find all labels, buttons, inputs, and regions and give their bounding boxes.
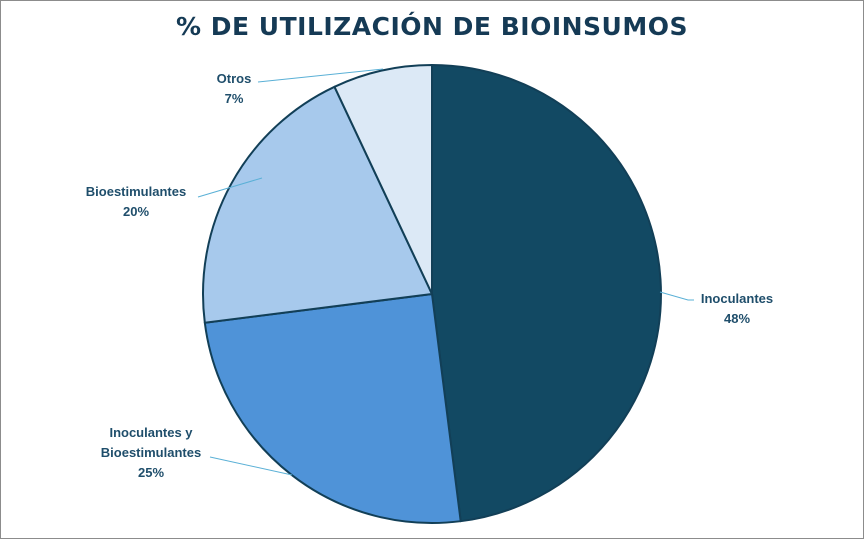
leader-line-otros	[257, 68, 384, 83]
data-labels: Inoculantes 48% Inoculantes y Bioestimulant…	[86, 71, 773, 480]
pie-slice-inoculantes-y-bioestimulantes	[203, 293, 462, 524]
pie-slices	[202, 64, 662, 524]
leader-line-inoculantes-y-bioestimulantes	[209, 456, 293, 476]
data-label-inoculantes: Inoculantes 48%	[701, 291, 773, 326]
data-label-bioestimulantes: Bioestimulantes 20%	[86, 184, 186, 219]
pie-slice-otros	[333, 64, 433, 295]
data-label-otros: Otros 7%	[217, 71, 252, 106]
leader-line-inoculantes	[659, 291, 694, 301]
leader-lines	[197, 68, 694, 476]
leader-line-bioestimulantes	[197, 177, 263, 198]
chart-title: % DE UTILIZACIÓN DE BIOINSUMOS	[176, 12, 688, 41]
pie-slice-inoculantes	[431, 64, 662, 523]
pie-slice-bioestimulantes	[202, 85, 433, 324]
data-label-inoculantes-y-bioestimulantes: Inoculantes y Bioestimulantes 25%	[101, 425, 201, 480]
